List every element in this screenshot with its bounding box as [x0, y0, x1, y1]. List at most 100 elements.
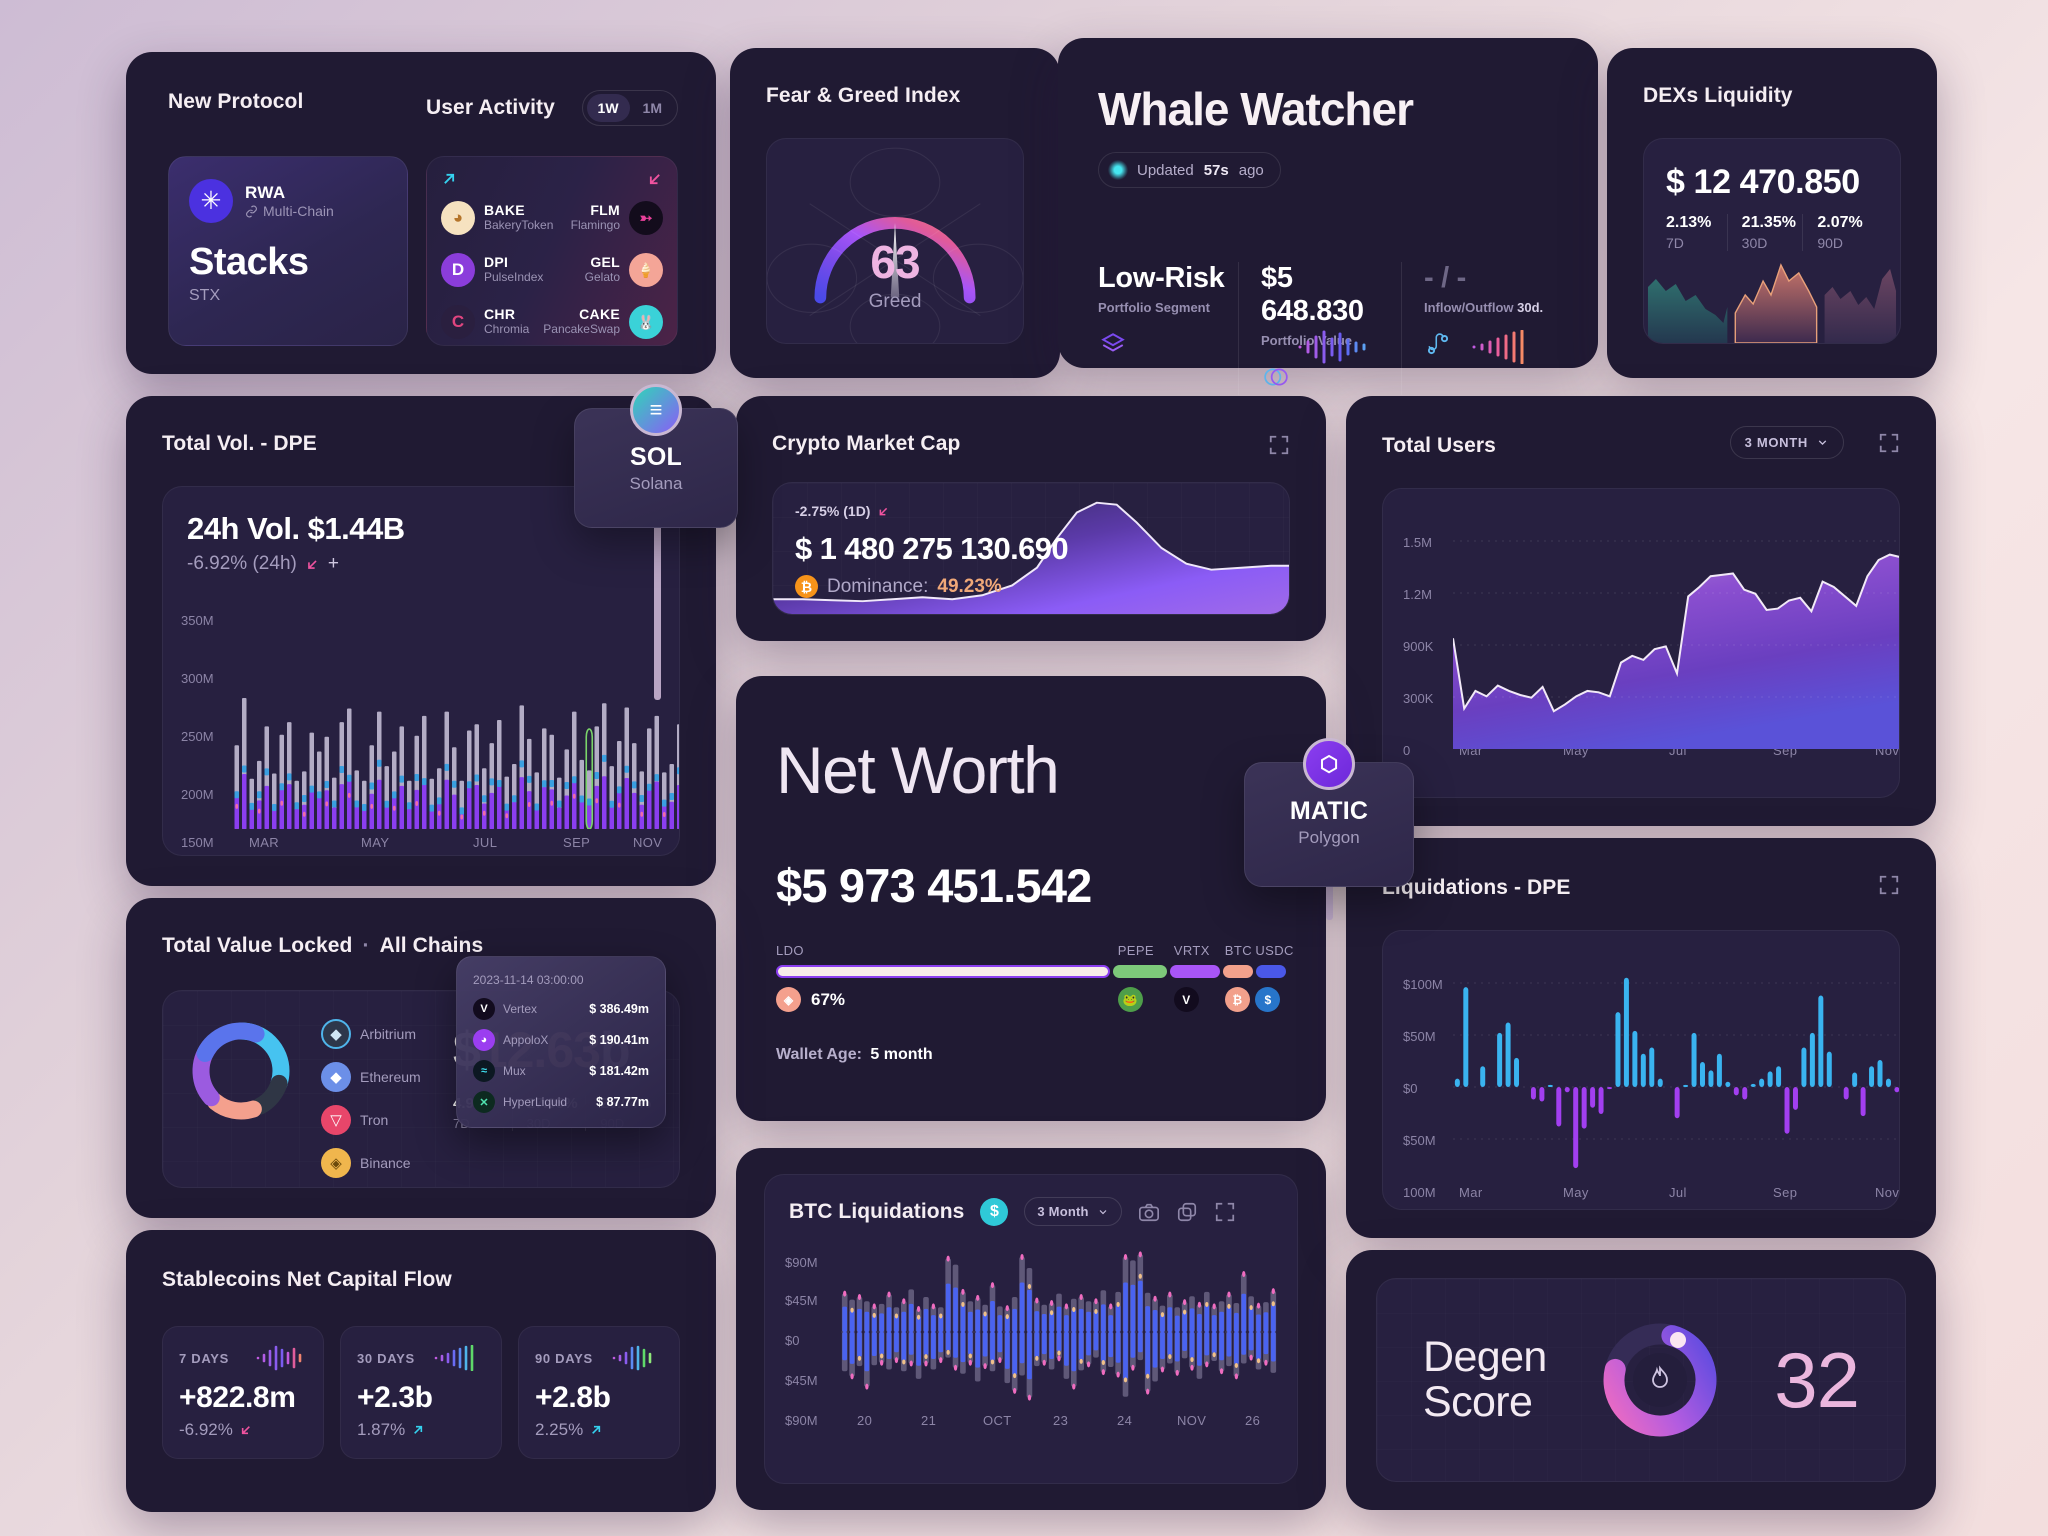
flow-change: -6.92% — [179, 1420, 233, 1439]
total-users-panel: 1.5M 1.2M 900K 300K 0 Mar May Jul Sep No… — [1382, 488, 1900, 798]
stat-value: $5 648.830 — [1261, 262, 1364, 327]
protocol-tile[interactable]: ✳ RWA Multi-Chain Stacks STX — [168, 156, 408, 346]
list-item[interactable]: GEL Gelato 🍦 — [585, 253, 663, 287]
appolox-icon: ◕ — [473, 1029, 495, 1051]
user-activity-left-list: ◕ BAKE BakeryToken D DPI PulseIndex C CH… — [441, 201, 553, 339]
degen-score-value: 32 — [1774, 1335, 1860, 1424]
expand-icon[interactable] — [1878, 874, 1900, 896]
dexs-liquidity-card: DEXs Liquidity $ 12 470.850 2.13% 7D 21.… — [1607, 48, 1937, 378]
solana-glyph: ≡ — [649, 397, 663, 422]
x-tick: SEP — [563, 835, 591, 850]
token-name: Gelato — [584, 269, 620, 284]
token-name: BakeryToken — [484, 217, 554, 232]
tooltip-row: ◕ AppoloX $ 190.41m — [473, 1029, 649, 1051]
y-tick: 1.2M — [1403, 587, 1432, 602]
list-item[interactable]: FLM Flamingo ➳ — [571, 201, 663, 235]
btc-liquidations-chart — [841, 1251, 1277, 1401]
copy-icon[interactable] — [1176, 1201, 1198, 1223]
tvl-donut-chart — [192, 1022, 290, 1120]
legend-item: ◈ Binance — [321, 1148, 421, 1178]
dexs-liquidity-title: DEXs Liquidity — [1643, 84, 1793, 107]
list-item[interactable]: CAKE PancakeSwap 🐰 — [543, 305, 663, 339]
wallet-age-row: Wallet Age: 5 month — [776, 1046, 1286, 1064]
arrow-up-right-icon — [414, 1425, 423, 1434]
bar-segment-usdc — [1256, 965, 1287, 978]
chart-tooltip: 2023-11-14 03:00:00 V Vertex $ 386.49m ◕… — [456, 956, 666, 1128]
total-vol-change: -6.92% (24h) — [187, 553, 297, 574]
y-tick: $0 — [1403, 1081, 1418, 1096]
allocation-bar[interactable] — [776, 965, 1287, 978]
expand-icon[interactable] — [1214, 1201, 1236, 1223]
matic-token-badge[interactable]: ⬡ MATIC Polygon — [1244, 738, 1414, 887]
stablecoin-flow-card[interactable]: 90 DAYS +2.8b 2.25% — [518, 1326, 680, 1459]
market-cap-value: $ 1 480 275 130.690 — [795, 531, 1069, 566]
whale-watcher-title: Whale Watcher — [1098, 83, 1414, 135]
x-tick: May — [1563, 1185, 1589, 1200]
tron-icon: ▽ — [321, 1105, 351, 1135]
legend-item: ◆ Arbitrium — [321, 1019, 421, 1049]
expand-icon[interactable] — [1268, 434, 1290, 456]
token-symbol: CAKE — [579, 306, 620, 323]
y-tick: 150M — [181, 835, 214, 850]
bar-segment-vrtx — [1170, 965, 1221, 978]
ethereum-icon: ◆ — [321, 1062, 351, 1092]
dpi-icon: D — [441, 253, 475, 287]
total-vol-title: Total Vol. - DPE — [162, 432, 317, 455]
btc-liq-range-select[interactable]: 3 Month — [1024, 1197, 1122, 1226]
tvl-separator: · — [362, 934, 370, 957]
total-users-area-chart — [1453, 553, 1899, 749]
chain-name: Tron — [360, 1112, 389, 1128]
market-cap-area-chart — [773, 501, 1289, 614]
stablecoin-flow-card[interactable]: 30 DAYS +2.3b 1.87% — [340, 1326, 502, 1459]
y-tick: 300K — [1403, 691, 1434, 706]
camera-icon[interactable] — [1138, 1201, 1160, 1223]
sol-badge-stem — [654, 400, 661, 700]
user-activity-panel: ◕ BAKE BakeryToken D DPI PulseIndex C CH… — [426, 156, 678, 346]
tooltip-date: 2023-11-14 03:00:00 — [473, 973, 584, 987]
x-tick: Sep — [1773, 1185, 1798, 1200]
stablecoin-flow-card[interactable]: 7 DAYS +822.8m -6.92% — [162, 1326, 324, 1459]
whale-stat-flow-col: - / - Inflow/Outflow 30d. — [1402, 262, 1564, 395]
flow-value: +2.8b — [535, 1381, 611, 1414]
stat-label-b: 30d. — [1517, 300, 1544, 315]
toggle-option-1m[interactable]: 1M — [642, 100, 662, 116]
stablecoins-card: Stablecoins Net Capital Flow 7 DAYS +822… — [126, 1230, 716, 1512]
dominance-row: ₿ Dominance: 49.23% — [795, 575, 1002, 598]
list-item[interactable]: D DPI PulseIndex — [441, 253, 553, 287]
x-tick: 24 — [1117, 1413, 1133, 1428]
flow-change: 1.87% — [357, 1420, 406, 1439]
arbitrum-icon: ◆ — [321, 1019, 351, 1049]
venn-icon — [1264, 368, 1288, 386]
x-tick: MAY — [361, 835, 390, 850]
chevron-down-icon — [1818, 440, 1827, 446]
user-activity-title: User Activity — [426, 96, 555, 119]
list-item[interactable]: C CHR Chromia — [441, 305, 553, 339]
y-tick: 900K — [1403, 639, 1434, 654]
dollar-icon[interactable]: $ — [980, 1197, 1009, 1226]
sol-token-badge[interactable]: ≡ SOL Solana — [574, 384, 738, 528]
dexs-stat: 21.35% 30D — [1726, 214, 1803, 251]
y-tick: $100M — [1403, 977, 1443, 992]
total-vol-bar-chart — [234, 698, 679, 829]
total-users-range-select[interactable]: 3 MONTH — [1729, 426, 1844, 459]
polygon-glyph: ⬡ — [1319, 752, 1339, 776]
user-activity-range-toggle[interactable]: 1W 1M — [581, 90, 678, 126]
polygon-logo-icon: ⬡ — [1303, 738, 1355, 790]
x-tick: 26 — [1245, 1413, 1261, 1428]
updated-value: 57s — [1203, 161, 1229, 179]
x-tick: NOV — [633, 835, 663, 850]
stablecoins-title: Stablecoins Net Capital Flow — [162, 1268, 452, 1291]
stat-pct: 2.07% — [1817, 214, 1863, 231]
binance-icon: ◈ — [321, 1148, 351, 1178]
total-vol-card: Total Vol. - DPE 24h Vol. $1.44B -6.92% … — [126, 396, 716, 1128]
new-protocol-title: New Protocol — [168, 90, 304, 113]
stat-label-a: Inflow/Outflow — [1424, 300, 1518, 315]
toggle-option-1w[interactable]: 1W — [586, 94, 630, 122]
list-item[interactable]: ◕ BAKE BakeryToken — [441, 201, 553, 235]
updated-status-badge: Updated 57s ago — [1098, 152, 1281, 188]
flow-change-row: 2.25% — [535, 1420, 663, 1440]
expand-icon[interactable] — [1878, 432, 1900, 454]
total-vol-plus: + — [327, 553, 339, 574]
tooltip-row: V Vertex $ 386.49m — [473, 998, 649, 1020]
waveform-icon — [256, 1345, 302, 1371]
